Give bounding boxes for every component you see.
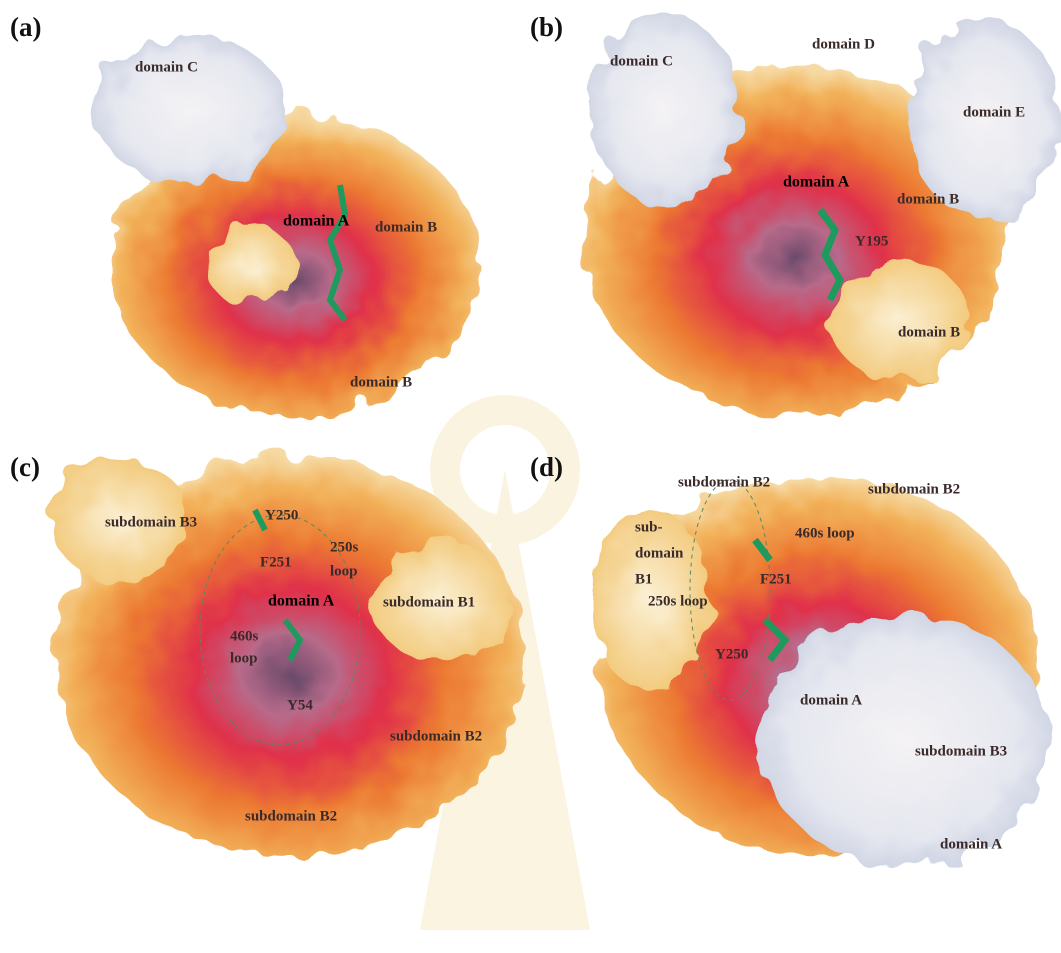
annotation: domain E (963, 104, 1025, 120)
annotation: subdomain B2 (868, 481, 960, 497)
annotation: 250s loop (648, 593, 708, 609)
annotation: domain B (897, 191, 959, 207)
annotation: 460s (230, 628, 259, 644)
annotation: subdomain B3 (105, 514, 197, 530)
panel-label: (c) (10, 452, 40, 482)
annotation: Y54 (287, 697, 313, 713)
annotation: Y250 (715, 646, 748, 662)
annotation: domain A (268, 593, 335, 610)
annotation: B1 (635, 571, 653, 587)
annotation: subdomain B2 (678, 474, 770, 490)
annotation: 460s loop (795, 525, 855, 541)
annotation: domain A (783, 174, 850, 191)
annotation: loop (230, 650, 258, 666)
annotation: subdomain B3 (915, 743, 1007, 759)
annotation: domain A (283, 213, 350, 230)
annotation: domain A (800, 692, 862, 708)
annotation: subdomain B2 (390, 728, 482, 744)
annotation: Y195 (855, 233, 888, 249)
annotation: domain A (940, 836, 1002, 852)
annotation: sub- (635, 519, 663, 535)
annotation: domain C (610, 53, 673, 69)
annotation: F251 (760, 571, 792, 587)
figure: (a) domain C domain A domain B domain B (b) do… (0, 0, 1061, 953)
annotation: loop (330, 563, 358, 579)
annotation: subdomain B1 (383, 594, 475, 610)
panel-label: (b) (530, 12, 563, 42)
panel-label: (a) (10, 12, 41, 42)
annotation: 250s (330, 539, 359, 555)
annotation: subdomain B2 (245, 808, 337, 824)
annotation: domain (635, 545, 684, 561)
annotation: domain B (898, 324, 960, 340)
annotation: domain D (812, 36, 875, 52)
annotation: F251 (260, 554, 292, 570)
annotation: domain B (350, 374, 412, 390)
panel-label: (d) (530, 452, 563, 482)
annotation: domain B (375, 219, 437, 235)
annotation: Y250 (265, 507, 298, 523)
annotation: domain C (135, 59, 198, 75)
